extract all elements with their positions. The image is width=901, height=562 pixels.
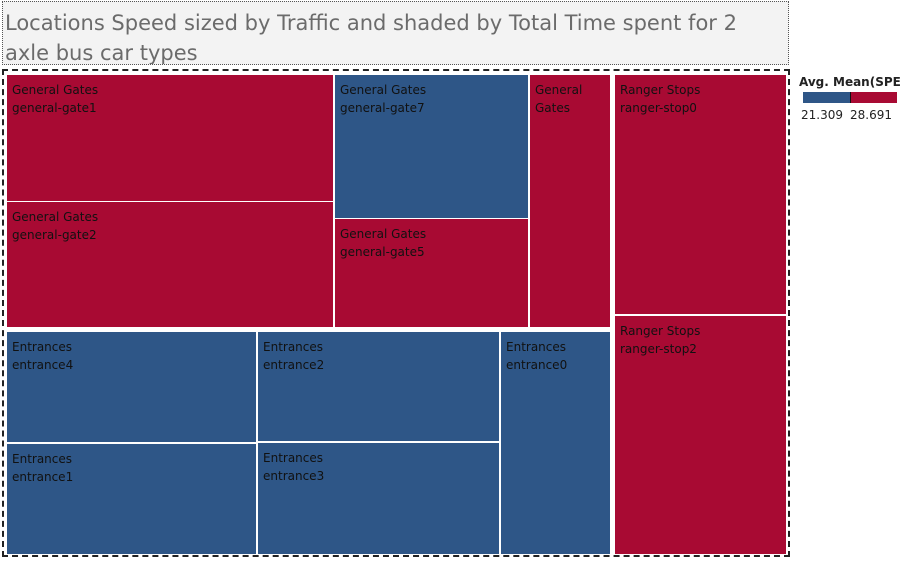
legend-min-label: 21.309: [801, 108, 843, 122]
tile-label: Ranger Stops ranger-stop0: [620, 81, 782, 117]
tile-label: Entrances entrance0: [506, 338, 606, 374]
treemap-tile-entrance1[interactable]: Entrances entrance1: [7, 444, 256, 554]
tile-location-label: entrance3: [263, 469, 325, 483]
tile-label: Ranger Stops ranger-stop2: [620, 322, 782, 358]
chart-title-box: Locations Speed sized by Traffic and sha…: [2, 1, 789, 65]
tile-category-word: General: [535, 83, 583, 97]
treemap-tile-general-gate2[interactable]: General Gates general-gate2: [7, 202, 333, 327]
tile-label: Entrances entrance3: [263, 449, 495, 485]
treemap-tile-general-gate5[interactable]: General Gates general-gate5: [335, 219, 528, 327]
treemap-tile-entrance3[interactable]: Entrances entrance3: [258, 443, 499, 554]
tile-label: General Gates general-gate2: [12, 208, 329, 244]
tile-category-label: Entrances: [506, 340, 567, 354]
tile-location-label: general-gate7: [340, 101, 425, 115]
legend-color-split: [850, 92, 851, 103]
tile-category-label: General Gates: [340, 83, 427, 97]
tile-location-label: general-gate5: [340, 245, 425, 259]
treemap-tile-entrance4[interactable]: Entrances entrance4: [7, 332, 256, 442]
treemap-tile-ranger-stop0[interactable]: Ranger Stops ranger-stop0: [615, 75, 786, 314]
tile-category-label: Entrances: [263, 451, 324, 465]
tile-category-label: Ranger Stops: [620, 324, 701, 338]
tile-category-word: Gates: [535, 101, 570, 115]
tile-category-label: Ranger Stops: [620, 83, 701, 97]
legend-max-label: 28.691: [850, 108, 892, 122]
tile-location-label: ranger-stop0: [620, 101, 697, 115]
tile-label: General Gates general-gate5: [340, 225, 524, 261]
tile-category-label: Entrances: [12, 340, 73, 354]
tile-location-label: general-gate1: [12, 101, 97, 115]
tile-location-label: ranger-stop2: [620, 342, 697, 356]
tile-location-label: entrance4: [12, 358, 74, 372]
tile-location-label: entrance1: [12, 470, 74, 484]
tile-location-label: entrance0: [506, 358, 568, 372]
tile-label: Entrances entrance1: [12, 450, 252, 486]
tile-label: General Gates general-gate7: [340, 81, 524, 117]
treemap-tile-general-gate7[interactable]: General Gates general-gate7: [335, 75, 528, 218]
treemap-tile-entrance0[interactable]: Entrances entrance0: [501, 332, 610, 554]
treemap-tile-general-gates-other[interactable]: General Gates: [530, 75, 610, 327]
tile-category-label: Entrances: [263, 340, 324, 354]
tile-category-label: General Gates: [340, 227, 427, 241]
treemap-tile-ranger-stop2[interactable]: Ranger Stops ranger-stop2: [615, 316, 786, 554]
tile-category-label: General Gates: [12, 83, 99, 97]
treemap-tile-entrance2[interactable]: Entrances entrance2: [258, 332, 499, 441]
tile-category-label: General Gates: [535, 81, 606, 117]
color-legend: Avg. Mean(SPE.. 21.309 28.691: [799, 75, 901, 125]
tile-label: Entrances entrance2: [263, 338, 495, 374]
tile-label: Entrances entrance4: [12, 338, 252, 374]
legend-title: Avg. Mean(SPE..: [799, 75, 901, 89]
tile-location-label: general-gate2: [12, 228, 97, 242]
tile-location-label: entrance2: [263, 358, 325, 372]
chart-title: Locations Speed sized by Traffic and sha…: [5, 11, 737, 65]
tile-category-label: Entrances: [12, 452, 73, 466]
treemap-tile-general-gate1[interactable]: General Gates general-gate1: [7, 75, 333, 201]
tile-category-label: General Gates: [12, 210, 99, 224]
tile-label: General Gates general-gate1: [12, 81, 329, 117]
